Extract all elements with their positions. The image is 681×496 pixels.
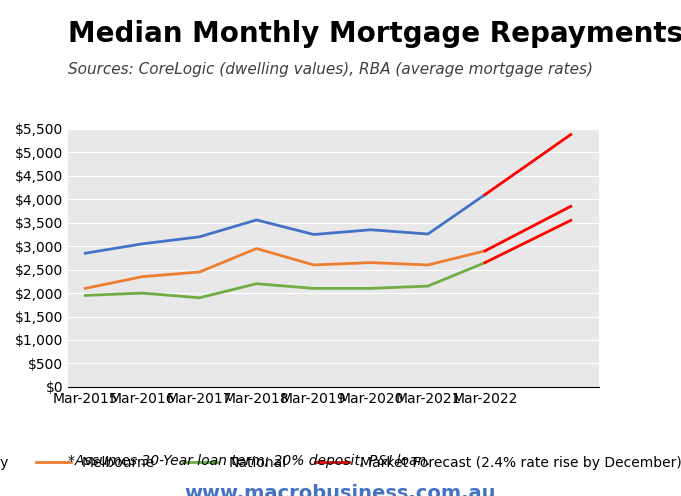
Legend: Sydney, Melbourne, National, Market Forecast (2.4% rate rise by December): Sydney, Melbourne, National, Market Fore… (0, 450, 681, 476)
Text: Sources: CoreLogic (dwelling values), RBA (average mortgage rates): Sources: CoreLogic (dwelling values), RB… (68, 62, 593, 77)
Text: www.macrobusiness.com.au: www.macrobusiness.com.au (185, 484, 496, 496)
Text: MACRO: MACRO (563, 35, 636, 54)
Text: BUSINESS: BUSINESS (549, 69, 650, 87)
Text: *Assumes 30-Year loan term; 20% deposit; P&I loan.: *Assumes 30-Year loan term; 20% deposit;… (68, 454, 430, 468)
Text: Median Monthly Mortgage Repayments*: Median Monthly Mortgage Repayments* (68, 20, 681, 48)
